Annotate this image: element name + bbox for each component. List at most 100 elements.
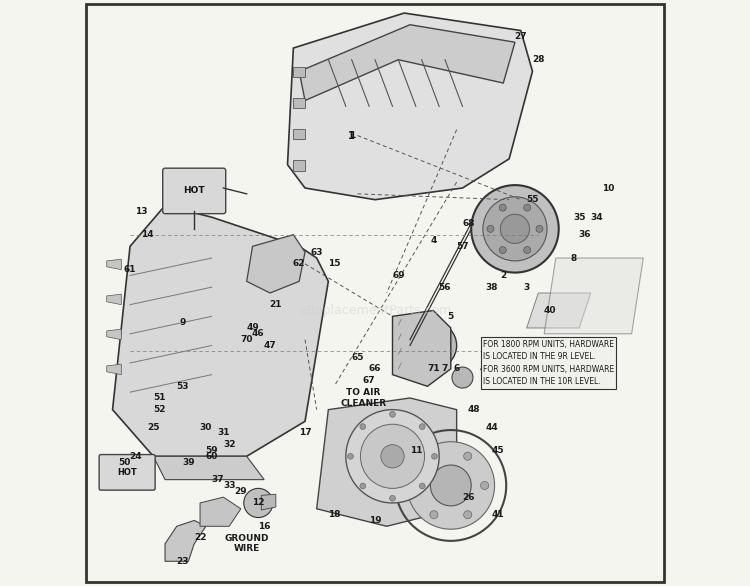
Text: 47: 47 [264, 341, 277, 350]
Text: 49: 49 [246, 323, 259, 332]
Polygon shape [112, 206, 328, 456]
Text: 25: 25 [147, 423, 160, 432]
Circle shape [347, 454, 353, 459]
Text: 69: 69 [392, 271, 405, 280]
Text: 3: 3 [524, 282, 530, 292]
Text: 39: 39 [182, 458, 195, 466]
Circle shape [381, 445, 404, 468]
Polygon shape [287, 13, 532, 200]
Text: 51: 51 [153, 393, 166, 403]
Bar [293, 129, 305, 139]
Text: 59: 59 [206, 446, 218, 455]
Text: 27: 27 [514, 32, 527, 41]
Polygon shape [106, 364, 122, 374]
Text: 4: 4 [430, 236, 436, 245]
Text: TO AIR
CLEANER: TO AIR CLEANER [340, 389, 386, 408]
Text: 33: 33 [223, 481, 236, 490]
FancyBboxPatch shape [99, 455, 155, 490]
Circle shape [524, 247, 531, 254]
Text: 8: 8 [570, 254, 577, 263]
Circle shape [244, 488, 273, 517]
Polygon shape [392, 311, 451, 386]
Text: 48: 48 [468, 405, 481, 414]
Circle shape [483, 197, 547, 261]
Text: 62: 62 [293, 260, 305, 268]
Bar [293, 67, 305, 77]
Circle shape [361, 424, 424, 488]
Polygon shape [106, 329, 122, 340]
Text: 63: 63 [310, 248, 323, 257]
Text: 57: 57 [456, 242, 469, 251]
Text: 29: 29 [235, 487, 248, 496]
Circle shape [464, 510, 472, 519]
Polygon shape [316, 398, 457, 526]
Polygon shape [165, 520, 206, 561]
Polygon shape [247, 234, 305, 293]
Circle shape [360, 483, 366, 489]
Circle shape [430, 510, 438, 519]
Polygon shape [544, 258, 644, 334]
Text: HOT: HOT [117, 468, 137, 477]
FancyBboxPatch shape [163, 168, 226, 214]
Text: 15: 15 [328, 260, 340, 268]
Text: 30: 30 [200, 423, 212, 432]
Text: 37: 37 [211, 475, 223, 484]
Text: 18: 18 [328, 510, 340, 519]
Text: 19: 19 [369, 516, 381, 525]
Bar [293, 98, 305, 108]
Circle shape [360, 424, 366, 430]
Text: 1: 1 [349, 131, 355, 140]
Circle shape [487, 226, 494, 232]
Circle shape [413, 481, 421, 489]
Circle shape [346, 410, 439, 503]
Text: HOT: HOT [184, 186, 205, 196]
Circle shape [471, 185, 559, 272]
Text: 61: 61 [124, 265, 136, 274]
Text: 71: 71 [427, 364, 439, 373]
Circle shape [419, 424, 425, 430]
Text: 66: 66 [369, 364, 381, 373]
Bar [293, 160, 305, 171]
Circle shape [500, 214, 530, 243]
Text: 12: 12 [252, 499, 265, 507]
Text: 17: 17 [298, 428, 311, 438]
Text: 21: 21 [269, 300, 282, 309]
Circle shape [452, 367, 473, 388]
Text: 46: 46 [252, 329, 265, 338]
Text: 36: 36 [579, 230, 591, 239]
Text: 52: 52 [153, 405, 166, 414]
Text: 24: 24 [130, 452, 142, 461]
Text: 67: 67 [363, 376, 376, 385]
Circle shape [422, 334, 445, 357]
Circle shape [500, 247, 506, 254]
Polygon shape [154, 456, 264, 479]
Text: 23: 23 [176, 557, 189, 565]
Text: 22: 22 [194, 533, 206, 543]
Circle shape [407, 442, 494, 529]
Text: 35: 35 [573, 213, 586, 222]
Circle shape [464, 452, 472, 460]
Text: 56: 56 [439, 282, 452, 292]
Polygon shape [299, 25, 515, 101]
Text: 6: 6 [454, 364, 460, 373]
Text: 68: 68 [462, 219, 475, 227]
Polygon shape [526, 293, 591, 328]
Text: eReplacementParts.com: eReplacementParts.com [298, 304, 452, 317]
Polygon shape [106, 259, 122, 270]
Text: 2: 2 [500, 271, 506, 280]
Circle shape [430, 465, 471, 506]
Text: 10: 10 [602, 183, 614, 193]
Text: 14: 14 [141, 230, 154, 239]
Text: FOR 1800 RPM UNITS, HARDWARE
IS LOCATED IN THE 9R LEVEL.
FOR 3600 RPM UNITS, HAR: FOR 1800 RPM UNITS, HARDWARE IS LOCATED … [483, 340, 614, 386]
Circle shape [536, 226, 543, 232]
Text: 44: 44 [485, 423, 498, 432]
Circle shape [419, 483, 425, 489]
Circle shape [389, 411, 395, 417]
Text: 55: 55 [526, 195, 538, 204]
Text: 65: 65 [351, 353, 364, 362]
Text: 50: 50 [118, 458, 130, 466]
Text: 26: 26 [462, 493, 475, 502]
Text: 1: 1 [348, 131, 355, 141]
Circle shape [430, 452, 438, 460]
Circle shape [500, 204, 506, 211]
